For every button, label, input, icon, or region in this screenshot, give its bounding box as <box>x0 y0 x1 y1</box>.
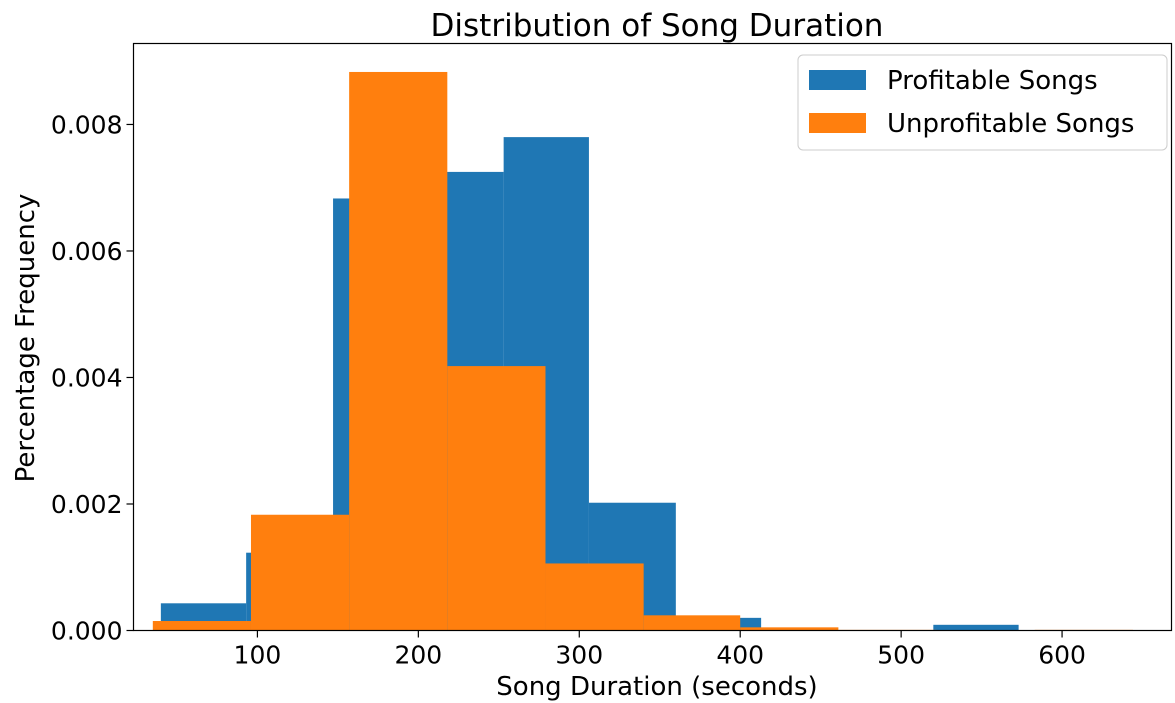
legend: Profitable Songs Unprofitable Songs <box>797 54 1168 151</box>
histogram-bar-series-2-bin-4 <box>447 366 546 631</box>
y-tick-label: 0.008 <box>51 110 123 139</box>
legend-swatch <box>809 70 866 90</box>
y-tick-label: 0.002 <box>51 490 123 519</box>
histogram-bar-series-2-bin-6 <box>643 615 741 631</box>
histogram-bar-series-1-bin-10 <box>933 624 1019 631</box>
histogram-bar-series-2-bin-2 <box>250 514 350 631</box>
plot-frame <box>132 42 1173 632</box>
histogram-bar-series-2-bin-5 <box>545 563 644 631</box>
legend-box <box>797 54 1168 151</box>
chart-title: Distribution of Song Duration <box>431 8 884 44</box>
y-axis: 0.000 0.002 0.004 0.006 0.008 <box>51 110 134 646</box>
bars-layer <box>152 71 1133 631</box>
x-tick-label: 200 <box>394 641 442 670</box>
histogram-bar-series-2-bin-7 <box>740 627 839 631</box>
x-axis-label: Song Duration (seconds) <box>496 672 817 702</box>
y-axis-label: Percentage Frequency <box>11 194 41 483</box>
y-tick-label: 0.004 <box>51 363 123 392</box>
legend-label: Profitable Songs <box>887 66 1098 96</box>
y-tick-label: 0.006 <box>51 237 123 266</box>
x-tick-label: 300 <box>555 641 603 670</box>
x-tick-label: 400 <box>716 641 764 670</box>
histogram-bar-series-2-bin-1 <box>152 621 251 631</box>
legend-swatch <box>809 113 866 133</box>
legend-label: Unprofitable Songs <box>887 109 1134 139</box>
y-tick-label: 0.000 <box>51 617 123 646</box>
x-tick-label: 600 <box>1038 641 1086 670</box>
histogram-bar-series-2-bin-3 <box>349 71 448 631</box>
x-axis: 100 200 300 400 500 600 <box>234 630 1086 670</box>
x-tick-label: 100 <box>234 641 282 670</box>
x-tick-label: 500 <box>877 641 925 670</box>
